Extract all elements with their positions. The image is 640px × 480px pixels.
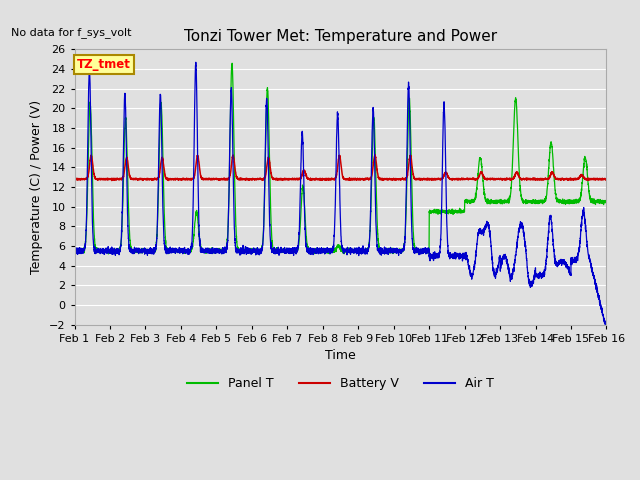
Panel T bbox=[417, 248, 424, 253]
Panel T bbox=[104, 251, 112, 257]
Line: Air T: Air T bbox=[74, 62, 607, 326]
Battery V bbox=[508, 176, 516, 182]
Panel T bbox=[70, 248, 78, 254]
Panel T bbox=[603, 200, 611, 206]
Legend: Panel T, Battery V, Air T: Panel T, Battery V, Air T bbox=[182, 372, 499, 396]
Battery V bbox=[274, 176, 282, 181]
Air T bbox=[390, 248, 397, 253]
Panel T bbox=[390, 248, 397, 254]
Battery V bbox=[168, 176, 175, 181]
Air T bbox=[417, 248, 424, 254]
Battery V bbox=[417, 176, 424, 182]
Battery V bbox=[371, 152, 379, 157]
Y-axis label: Temperature (C) / Power (V): Temperature (C) / Power (V) bbox=[31, 100, 44, 274]
Line: Battery V: Battery V bbox=[74, 155, 607, 180]
Air T bbox=[603, 318, 611, 324]
Panel T bbox=[508, 170, 516, 176]
Title: Tonzi Tower Met: Temperature and Power: Tonzi Tower Met: Temperature and Power bbox=[184, 29, 497, 44]
Battery V bbox=[70, 176, 78, 182]
Battery V bbox=[468, 176, 476, 182]
Text: No data for f_sys_volt: No data for f_sys_volt bbox=[11, 27, 131, 38]
Air T bbox=[192, 60, 200, 65]
Air T bbox=[167, 250, 175, 256]
Panel T bbox=[274, 248, 282, 254]
Air T bbox=[274, 248, 282, 253]
Air T bbox=[70, 245, 78, 251]
Panel T bbox=[168, 245, 175, 251]
Battery V bbox=[108, 178, 116, 183]
Text: TZ_tmet: TZ_tmet bbox=[77, 58, 131, 71]
Panel T bbox=[228, 60, 236, 66]
Battery V bbox=[390, 176, 397, 181]
Air T bbox=[602, 323, 609, 329]
Battery V bbox=[603, 176, 611, 182]
Air T bbox=[468, 273, 476, 279]
X-axis label: Time: Time bbox=[325, 349, 356, 362]
Line: Panel T: Panel T bbox=[74, 63, 607, 254]
Air T bbox=[508, 272, 516, 277]
Panel T bbox=[468, 197, 476, 203]
